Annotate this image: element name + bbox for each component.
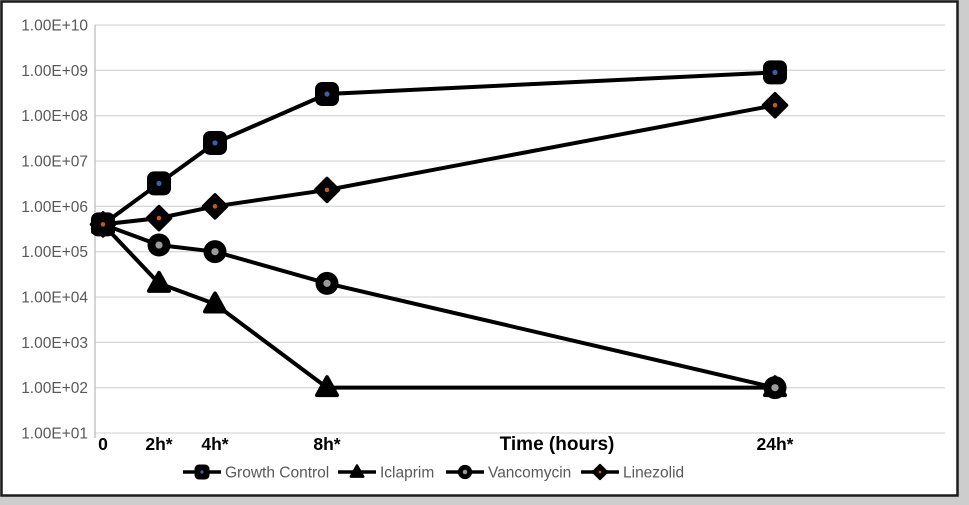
- legend-item-linezolid: Linezolid: [581, 463, 684, 482]
- triangle-marker-icon: [349, 464, 365, 478]
- legend: Growth Control Iclaprim Vancomycin Linezoli…: [183, 463, 684, 482]
- legend-item-growth-control: Growth Control: [183, 465, 329, 482]
- y-tick-label: 1.00E+09: [21, 63, 88, 80]
- marker-center-dot: [462, 469, 468, 475]
- y-tick-label: 1.00E+05: [21, 244, 88, 261]
- marker-center-dot: [771, 384, 779, 392]
- y-tick-label: 1.00E+06: [21, 199, 88, 216]
- y-tick-label: 1.00E+07: [21, 154, 88, 171]
- legend-label: Linezolid: [623, 465, 684, 482]
- x-tick-label: 0: [98, 434, 108, 454]
- marker-center-dot: [156, 180, 162, 187]
- y-tick-label: 1.00E+10: [21, 18, 88, 35]
- y-tick-label: 1.00E+03: [21, 335, 88, 352]
- y-tick-label: 1.00E+02: [21, 380, 88, 397]
- marker-center-dot: [211, 248, 219, 256]
- marker-center-dot: [200, 470, 204, 474]
- chart-frame: [0, 0, 959, 497]
- legend-label: Iclaprim: [380, 465, 434, 482]
- marker-center-dot: [324, 187, 330, 193]
- y-tick-label: 1.00E+08: [21, 108, 88, 125]
- triangle-marker-icon: [203, 291, 227, 314]
- marker-center-dot: [598, 470, 602, 474]
- marker-center-dot: [323, 279, 331, 287]
- y-tick-label: 1.00E+01: [21, 426, 88, 443]
- x-tick-label: 8h*: [313, 434, 340, 454]
- marker-center-dot: [772, 102, 778, 108]
- x-tick-label: 24h*: [757, 434, 794, 454]
- legend-label: Vancomycin: [488, 465, 571, 482]
- marker-center-dot: [212, 204, 218, 209]
- legend-item-vancomycin: Vancomycin: [446, 465, 571, 482]
- triangle-marker-icon: [315, 375, 339, 398]
- x-tick-label: 2h*: [145, 434, 172, 454]
- marker-center-dot: [212, 140, 218, 146]
- series-linezolid: [89, 91, 789, 238]
- x-axis-labels: 0 2h* 4h* 8h* 24h* Time (hours): [98, 434, 794, 455]
- x-axis-title: Time (hours): [500, 434, 615, 455]
- marker-center-dot: [100, 222, 106, 227]
- y-tick-label: 1.00E+04: [21, 290, 88, 307]
- triangle-marker-icon: [147, 270, 171, 293]
- marker-center-dot: [156, 215, 162, 221]
- legend-item-iclaprim: Iclaprim: [338, 464, 434, 482]
- y-axis-labels: 1.00E+10 1.00E+09 1.00E+08 1.00E+07 1.00E+06…: [21, 18, 88, 443]
- marker-center-dot: [155, 241, 163, 249]
- marker-center-dot: [772, 69, 778, 76]
- x-tick-label: 4h*: [201, 434, 228, 454]
- marker-center-dot: [324, 91, 330, 97]
- legend-label: Growth Control: [225, 465, 329, 482]
- series-vancomycin: [91, 212, 787, 400]
